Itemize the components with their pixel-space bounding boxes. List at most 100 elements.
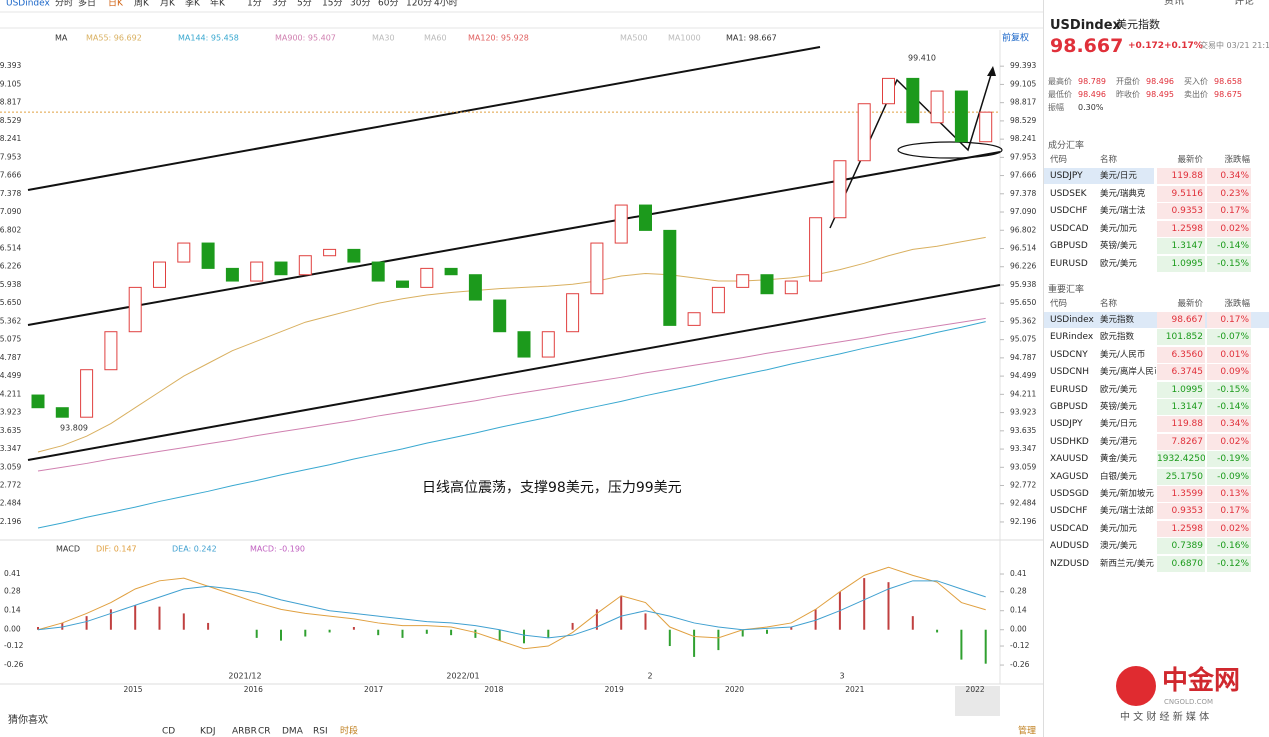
y-tick-label: 95.938 [0, 280, 21, 289]
period-tab[interactable]: 5分 [297, 0, 312, 9]
table-header: 名称 [1100, 299, 1118, 309]
stat-value: 98.495 [1146, 90, 1174, 99]
cell-code[interactable]: USDJPY [1050, 419, 1083, 430]
cell-code[interactable]: XAUUSD [1050, 454, 1089, 465]
cell-code[interactable]: GBPUSD [1050, 241, 1088, 252]
period-tab[interactable]: 120分 [406, 0, 432, 9]
macd-line [37, 566, 986, 650]
candle [128, 286, 142, 333]
panel-tab[interactable]: 资讯 [1164, 0, 1184, 7]
x-tick-label: 2022/01 [446, 672, 479, 681]
candle [323, 248, 337, 257]
cell-code[interactable]: AUDUSD [1050, 541, 1089, 552]
cell-price: 9.5116 [1157, 185, 1205, 202]
cell-code[interactable]: XAGUSD [1050, 471, 1089, 482]
stat-value: 98.658 [1214, 77, 1242, 86]
cell-price: 1.3147 [1157, 399, 1205, 415]
cell-code[interactable]: EURUSD [1050, 259, 1088, 269]
navigator-year: 2016 [244, 685, 263, 694]
cell-name: 黄金/美元 [1100, 454, 1137, 465]
cell-code[interactable]: USDCAD [1050, 223, 1089, 234]
y-tick-label: 98.241 [1010, 134, 1036, 143]
cell-price: 119.88 [1157, 168, 1205, 184]
period-tab[interactable]: 周K [134, 0, 150, 9]
cell-price: 101.852 [1157, 329, 1205, 346]
cell-code[interactable]: USDCNY [1050, 349, 1088, 360]
period-tab[interactable]: 15分 [322, 0, 342, 9]
cell-price: 98.667 [1157, 312, 1205, 328]
adjust-label[interactable]: 前复权 [1002, 32, 1029, 44]
cell-code[interactable]: USDCAD [1050, 523, 1089, 534]
high-label: 99.410 [908, 54, 936, 63]
cell-code[interactable]: USDCNH [1050, 367, 1090, 378]
period-tab[interactable]: 多日 [78, 0, 96, 9]
cell-change: -0.14% [1207, 238, 1251, 255]
cell-name: 美元/瑞士法郎 [1100, 506, 1154, 517]
indicator-tab[interactable]: CD [162, 727, 175, 737]
y-tick-label: 94.499 [0, 371, 21, 380]
indicator-tab[interactable]: ARBR [232, 727, 257, 737]
period-tab[interactable]: 60分 [378, 0, 398, 9]
period-tab[interactable]: 日K [108, 0, 124, 9]
period-tab[interactable]: 30分 [350, 0, 370, 9]
indicator-tab[interactable]: 时段 [340, 725, 358, 737]
panel-tab[interactable]: 评论 [1234, 0, 1254, 7]
y-tick-label: 0.41 [4, 569, 21, 578]
cell-code[interactable]: USDCHF [1050, 506, 1088, 517]
y-tick-label: 98.241 [0, 134, 21, 143]
indicator-tab[interactable]: RSI [313, 727, 328, 737]
quote-symbol: USDindex [1050, 18, 1121, 33]
y-tick-label: 95.362 [0, 316, 21, 325]
cell-change: 0.13% [1207, 486, 1251, 502]
candle [833, 160, 847, 219]
y-tick-label: 95.938 [1010, 280, 1036, 289]
candle [784, 280, 798, 295]
cell-code[interactable]: EURUSD [1050, 384, 1088, 395]
navigator-year: 2017 [364, 685, 383, 694]
macd-legend: MACD: -0.190 [250, 545, 305, 554]
cell-code[interactable]: GBPUSD [1050, 402, 1088, 412]
period-tab[interactable]: 1分 [247, 0, 262, 9]
period-tab[interactable]: 3分 [272, 0, 287, 9]
y-tick-label: 92.196 [1010, 517, 1036, 526]
cell-change: -0.14% [1207, 399, 1251, 415]
cell-price: 1.0995 [1157, 381, 1205, 398]
y-tick-label: -0.12 [1010, 641, 1030, 650]
watermark-slogan: 中 文 财 经 新 媒 体 [1120, 712, 1210, 723]
period-tab[interactable]: 季K [185, 0, 201, 9]
period-tab[interactable]: 月K [160, 0, 176, 9]
candle [566, 293, 580, 333]
candle [736, 274, 750, 288]
period-tab[interactable]: 分时 [55, 0, 73, 9]
cell-change: 0.34% [1207, 168, 1251, 184]
y-tick-label: -0.26 [4, 660, 24, 669]
indicator-tab[interactable]: CR [258, 727, 271, 737]
indicator-tab[interactable]: KDJ [200, 727, 216, 737]
cell-code[interactable]: USDSEK [1050, 188, 1087, 199]
cell-price: 0.9353 [1157, 203, 1205, 220]
indicator-tab[interactable]: DMA [282, 727, 304, 737]
y-tick-label: 93.923 [1010, 408, 1036, 417]
cell-code[interactable]: USDCHF [1050, 206, 1088, 217]
cell-name: 美元/人民币 [1100, 349, 1146, 360]
quote-price: 98.667 [1050, 35, 1124, 57]
footer-manage[interactable]: 管理 [1018, 725, 1036, 737]
cell-price: 1.3599 [1157, 486, 1205, 502]
period-tab[interactable]: 年K [210, 0, 226, 9]
cell-code[interactable]: NZDUSD [1050, 558, 1090, 569]
cell-code[interactable]: EURindex [1050, 332, 1094, 343]
period-tab[interactable]: 4小时 [434, 0, 458, 9]
cell-code[interactable]: USDJPY [1050, 171, 1083, 181]
cell-code[interactable]: USDindex [1050, 315, 1094, 325]
cell-code[interactable]: USDHKD [1050, 436, 1089, 447]
table-header: 涨跌幅 [1224, 155, 1250, 165]
x-tick-label: 2 [647, 672, 652, 681]
legend-entry: MA900: 95.407 [275, 34, 336, 43]
candle [857, 103, 871, 162]
cell-code[interactable]: USDSGD [1050, 489, 1089, 499]
stat-label: 买入价 [1184, 77, 1208, 86]
table-header: 涨跌幅 [1224, 299, 1250, 309]
table-header: 代码 [1050, 299, 1068, 309]
ma-legend: MA1000 [668, 34, 701, 43]
ma-line [37, 236, 986, 453]
